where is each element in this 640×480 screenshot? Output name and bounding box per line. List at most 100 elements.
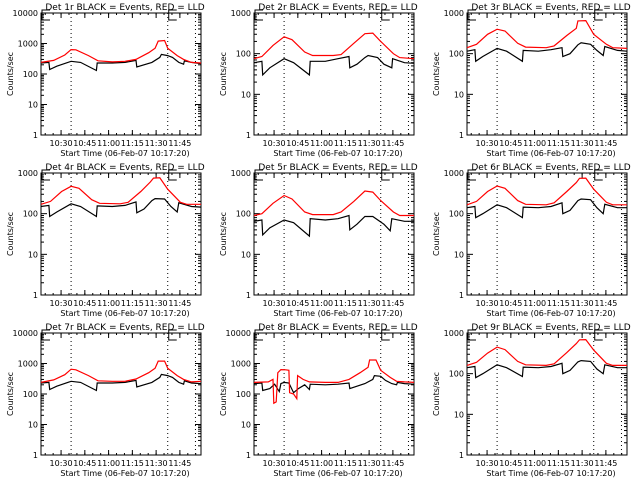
bracket-marker <box>467 329 476 341</box>
x-tick-label: 10:45 <box>499 299 522 308</box>
series-lld-line <box>466 177 627 206</box>
x-tick-label: 11:00 <box>97 299 120 308</box>
y-tick-label: 10 <box>454 90 464 99</box>
x-tick-label: 11:30 <box>358 139 381 148</box>
y-axis-label: Counts/sec <box>6 212 15 256</box>
x-tick-label: 11:45 <box>381 139 404 148</box>
x-tick-label: 10:45 <box>73 459 96 468</box>
x-axis-label: Start Time (06-Feb-07 10:17:20) <box>273 149 402 158</box>
x-tick-label: 11:00 <box>97 459 120 468</box>
panel-det-6: Det 6r BLACK = Events, RED = LLD 1 10 100 10… <box>432 163 631 318</box>
series-lld-line <box>40 39 202 64</box>
x-tick-label: 11:30 <box>358 299 381 308</box>
x-tick-label: 10:45 <box>499 139 522 148</box>
series-lld-line <box>40 360 202 383</box>
y-tick-label: 1 <box>459 131 464 140</box>
x-axis-label: Start Time (06-Feb-07 10:17:20) <box>486 149 615 158</box>
panel-det-8: Det 8r BLACK = Events, RED = LLD 1 10 100 10… <box>219 323 418 478</box>
y-tick-label: 1000 <box>18 360 38 369</box>
y-tick-label: 1000 <box>18 40 38 49</box>
plot-frame <box>40 332 202 456</box>
panel-det-3: Det 3r BLACK = Events, RED = LLD 1 10 100 10… <box>432 3 631 158</box>
y-tick-label: 1000 <box>231 9 251 18</box>
y-tick-label: 10 <box>454 410 464 419</box>
plot-frame <box>40 12 202 136</box>
x-tick-label: 11:45 <box>168 299 191 308</box>
x-tick-label: 11:00 <box>310 299 333 308</box>
x-tick-label: 11:45 <box>594 139 617 148</box>
y-tick-label: 10 <box>454 250 464 259</box>
y-tick-label: 1 <box>246 451 251 460</box>
y-axis-label: Counts/sec <box>219 52 228 96</box>
y-tick-label: 1000 <box>18 169 38 178</box>
plot-frame <box>253 172 415 296</box>
y-axis-label: Counts/sec <box>219 212 228 256</box>
x-tick-label: 11:00 <box>523 139 546 148</box>
y-tick-label: 100 <box>23 70 38 79</box>
x-tick-label: 11:30 <box>358 459 381 468</box>
y-tick-label: 1 <box>246 131 251 140</box>
panel-title: Det 9r BLACK = Events, RED = LLD <box>471 323 630 333</box>
panel-det-9: Det 9r BLACK = Events, RED = LLD 1 10 100 10… <box>432 323 631 478</box>
y-axis-label: Counts/sec <box>432 372 441 416</box>
y-tick-label: 1000 <box>444 169 464 178</box>
panel-det-7: Det 7r BLACK = Events, RED = LLD 1 10 100 10… <box>6 323 205 478</box>
x-tick-label: 11:15 <box>334 299 357 308</box>
x-tick-label: 11:00 <box>523 299 546 308</box>
x-tick-label: 11:30 <box>145 459 168 468</box>
series-lld-line <box>466 19 628 49</box>
x-tick-label: 10:30 <box>50 299 73 308</box>
y-tick-label: 1 <box>459 291 464 300</box>
x-tick-label: 11:45 <box>381 459 404 468</box>
panel-title: Det 7r BLACK = Events, RED = LLD <box>45 323 204 333</box>
series-events-line <box>466 359 627 379</box>
panel-title: Det 4r BLACK = Events, RED = LLD <box>45 163 204 173</box>
y-tick-label: 100 <box>236 50 251 59</box>
y-tick-label: 1 <box>246 291 251 300</box>
x-tick-label: 11:30 <box>145 139 168 148</box>
x-tick-label: 10:30 <box>476 459 499 468</box>
panel-title: Det 5r BLACK = Events, RED = LLD <box>258 163 417 173</box>
y-tick-label: 10 <box>28 101 38 110</box>
bracket-marker <box>254 169 263 181</box>
bracket-marker <box>381 169 390 181</box>
x-tick-label: 10:45 <box>286 459 309 468</box>
bracket-marker <box>594 329 603 341</box>
panel-title: Det 1r BLACK = Events, RED = LLD <box>45 3 204 13</box>
bracket-marker <box>381 9 390 21</box>
x-tick-label: 10:30 <box>263 139 286 148</box>
x-tick-label: 11:00 <box>310 139 333 148</box>
x-tick-label: 11:45 <box>381 299 404 308</box>
series-lld-line <box>253 32 415 60</box>
x-tick-label: 10:45 <box>73 139 96 148</box>
series-events-line <box>253 54 415 77</box>
y-tick-label: 1000 <box>231 169 251 178</box>
y-tick-label: 10000 <box>226 329 251 338</box>
y-tick-label: 1 <box>33 131 38 140</box>
bracket-marker <box>168 169 177 181</box>
x-tick-label: 11:15 <box>121 139 144 148</box>
plot-frame <box>40 172 202 296</box>
series-events-line <box>466 198 627 219</box>
x-tick-label: 10:30 <box>476 139 499 148</box>
series-events-line <box>466 42 628 63</box>
plot-frame <box>253 12 415 136</box>
x-tick-label: 11:15 <box>334 139 357 148</box>
y-tick-label: 1000 <box>444 329 464 338</box>
series-events-line <box>40 197 202 218</box>
bracket-marker <box>254 9 263 21</box>
y-tick-label: 100 <box>23 210 38 219</box>
x-tick-label: 11:45 <box>594 299 617 308</box>
y-tick-label: 1 <box>459 451 464 460</box>
x-tick-label: 11:15 <box>121 459 144 468</box>
plot-frame <box>253 332 415 456</box>
series-lld-line <box>253 190 414 217</box>
x-axis-label: Start Time (06-Feb-07 10:17:20) <box>60 469 189 478</box>
bracket-marker <box>467 9 476 21</box>
y-tick-label: 10 <box>28 250 38 259</box>
bracket-marker <box>594 169 603 181</box>
x-tick-label: 11:45 <box>168 459 191 468</box>
plot-frame <box>466 332 628 456</box>
y-tick-label: 1000 <box>231 360 251 369</box>
